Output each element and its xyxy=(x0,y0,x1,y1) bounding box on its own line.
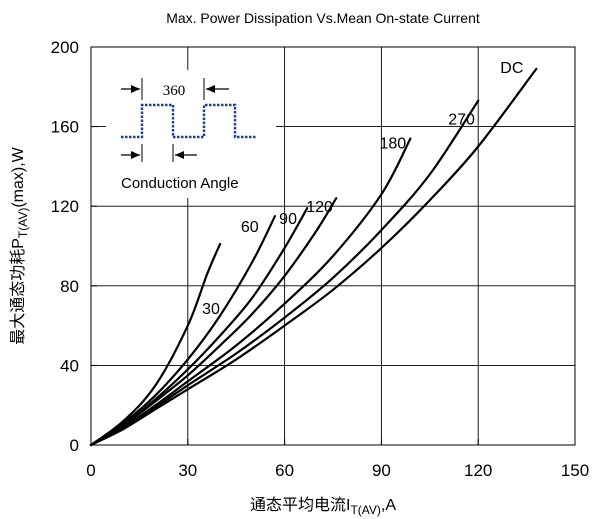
x-axis-label-unit: ,A xyxy=(381,497,396,514)
x-tick-label: 0 xyxy=(86,461,95,480)
y-axis-label-sub: T(AV) xyxy=(16,208,30,238)
chart-title: Max. Power Dissipation Vs.Mean On-state … xyxy=(166,10,480,26)
series-label-270: 270 xyxy=(448,112,475,129)
arrow-left-icon xyxy=(206,85,215,93)
series-line-60 xyxy=(89,215,276,447)
x-axis-label-main: 通态平均电流I xyxy=(250,496,350,514)
series-line-90 xyxy=(89,207,309,447)
y-tick-label: 160 xyxy=(51,118,79,137)
arrow-left-icon xyxy=(175,151,184,159)
x-axis-label-sub: T(AV) xyxy=(350,503,380,517)
y-axis-label-unit: (max),W xyxy=(10,146,27,207)
series-label-90: 90 xyxy=(279,211,297,228)
y-tick-label: 40 xyxy=(60,356,79,375)
inset-period-label: 360 xyxy=(163,83,186,99)
inset-caption: Conduction Angle xyxy=(121,175,239,192)
x-tick-label: 60 xyxy=(275,461,294,480)
series-line-dc xyxy=(89,67,538,447)
series-labels: 30 60 90 120 180 270 DC xyxy=(202,60,523,318)
arrow-right-icon xyxy=(131,151,140,159)
series-label-180: 180 xyxy=(379,136,406,153)
y-tick-labels: 0 40 80 120 160 200 xyxy=(51,38,79,455)
arrow-right-icon xyxy=(131,85,140,93)
conduction-angle-inset: 360 Conduction Angle xyxy=(106,70,276,198)
x-tick-labels: 0 30 60 90 120 150 xyxy=(86,461,589,480)
x-tick-label: 90 xyxy=(372,461,391,480)
inset-waveform xyxy=(121,103,256,139)
y-tick-label: 200 xyxy=(51,38,79,57)
series-line-30 xyxy=(89,242,222,447)
series-line-270 xyxy=(89,99,480,447)
y-tick-label: 0 xyxy=(70,436,79,455)
series-label-60: 60 xyxy=(241,219,259,236)
series-label-120: 120 xyxy=(306,199,333,216)
y-tick-label: 120 xyxy=(51,197,79,216)
series-line-120 xyxy=(89,197,338,447)
series-label-30: 30 xyxy=(202,301,220,318)
x-tick-label: 120 xyxy=(464,461,492,480)
x-tick-label: 150 xyxy=(561,461,589,480)
y-tick-label: 80 xyxy=(60,277,79,296)
series-label-dc: DC xyxy=(500,60,523,77)
x-tick-label: 30 xyxy=(178,461,197,480)
x-axis-label: 通态平均电流IT(AV),A xyxy=(250,496,396,517)
plot-frame xyxy=(90,46,576,446)
y-axis-label-main: 最大通态功耗P xyxy=(9,238,27,345)
series-curves xyxy=(89,67,538,447)
y-axis-label: 最大通态功耗PT(AV)(max),W xyxy=(9,146,30,344)
